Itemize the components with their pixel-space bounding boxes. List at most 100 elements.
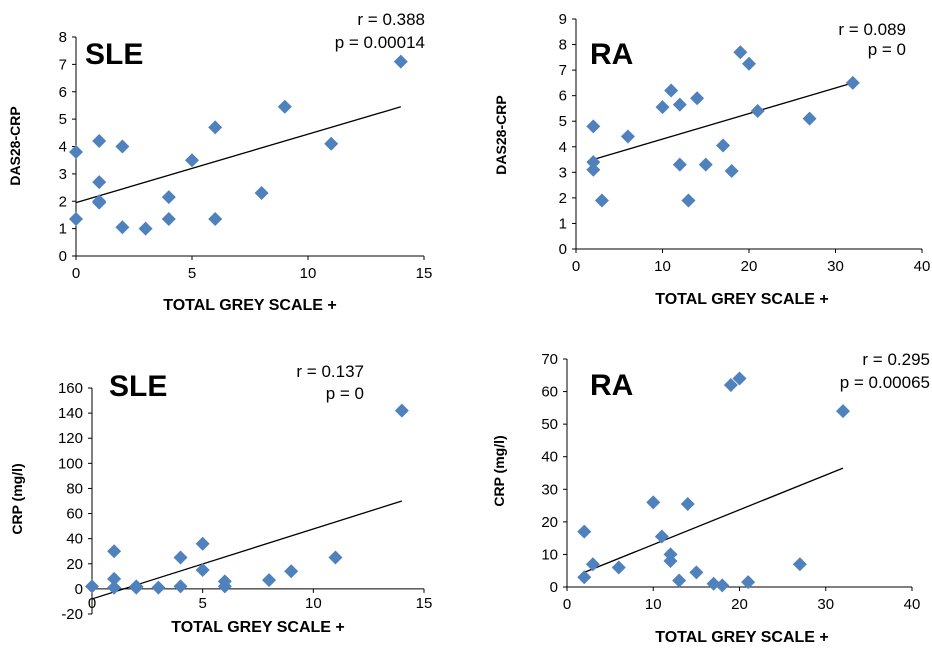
data-point — [792, 557, 807, 572]
data-point — [92, 134, 107, 149]
y-axis-label: CRP (mg/l) — [9, 463, 25, 534]
x-axis-label: TOTAL GREY SCALE + — [655, 629, 829, 646]
y-tick-label: 0 — [59, 248, 67, 265]
chart-svg: 0 1 2 3 4 5 6 7 8 9 0 10 20 30 40 TOTAL GREY SCALE + DAS… — [493, 11, 930, 308]
data-point — [115, 139, 130, 154]
data-point — [733, 45, 748, 60]
x-tick-label: 15 — [416, 595, 433, 612]
y-tick-label: 70 — [541, 351, 558, 368]
sle-crp-scatter-chart: -20 0 20 40 60 80 100 120 140 160 0 5 10 15 TOTAL GREY… — [0, 324, 466, 648]
data-point — [585, 557, 600, 572]
data-point — [217, 579, 232, 594]
data-point — [151, 580, 166, 595]
sle-das28-scatter-chart: 0 1 2 3 4 5 6 7 8 0 5 10 15 TOTAL GREY SCALE + DAS28-C… — [0, 0, 466, 324]
data-point — [689, 565, 704, 580]
data-point — [277, 99, 292, 114]
data-point — [107, 580, 122, 595]
data-point — [328, 550, 343, 565]
y-tick-label: 10 — [541, 546, 558, 563]
data-point — [680, 496, 695, 511]
y-tick-label: 60 — [541, 384, 558, 401]
data-point — [663, 553, 678, 568]
data-point — [208, 212, 223, 227]
data-point — [681, 193, 696, 208]
y-tick-label: 9 — [559, 11, 567, 28]
y-tick-label: 1 — [59, 221, 67, 238]
data-point — [672, 97, 687, 112]
x-tick-label: 5 — [188, 265, 196, 282]
y-axis-label: CRP (mg/l) — [491, 435, 507, 506]
data-point — [208, 120, 223, 135]
y-tick-label: 120 — [58, 430, 83, 447]
x-axis-label: TOTAL GREY SCALE + — [171, 619, 345, 636]
y-tick-label: 2 — [559, 190, 567, 207]
y-tick-label: 160 — [58, 380, 83, 397]
chart-svg: -20 0 20 40 60 80 100 120 140 160 0 5 10 15 TOTAL GREY… — [9, 362, 433, 636]
y-tick-label: 4 — [59, 139, 67, 156]
x-tick-label: 0 — [572, 258, 580, 275]
data-point — [254, 186, 269, 201]
chart-svg: 0 10 20 30 40 50 60 70 0 10 20 30 40 TOTAL GREY SCALE… — [491, 350, 930, 646]
y-tick-label: 80 — [66, 480, 83, 497]
data-point — [750, 104, 765, 118]
group-label: SLE — [109, 370, 167, 403]
data-point — [664, 83, 679, 98]
trend-line — [75, 106, 401, 204]
data-point — [129, 579, 144, 594]
y-tick-label: 5 — [59, 111, 67, 128]
x-tick-label: 30 — [817, 596, 834, 613]
data-point — [672, 157, 687, 172]
data-point — [620, 129, 635, 144]
data-point — [92, 175, 107, 190]
y-tick-label: 40 — [66, 531, 83, 548]
p-value-label: p = 0 — [868, 40, 906, 59]
data-point — [723, 378, 738, 393]
y-tick-label: 6 — [559, 88, 567, 105]
data-point — [611, 560, 626, 575]
y-tick-label: 3 — [59, 166, 67, 183]
data-point — [161, 212, 176, 227]
group-label: SLE — [85, 38, 143, 71]
y-tick-label: 0 — [550, 579, 558, 596]
ra-crp-scatter-chart: 0 10 20 30 40 50 60 70 0 10 20 30 40 TOTAL GREY SCALE… — [466, 324, 932, 648]
y-tick-label: 2 — [59, 193, 67, 210]
y-tick-label: 100 — [58, 455, 83, 472]
data-point — [586, 162, 601, 177]
trend-line — [593, 82, 853, 161]
data-point — [741, 575, 756, 590]
x-tick-label: 10 — [305, 595, 322, 612]
data-point — [69, 144, 83, 159]
data-point — [586, 119, 601, 134]
x-tick-label: 0 — [88, 595, 96, 612]
y-tick-label: 40 — [541, 449, 558, 466]
y-tick-label: 20 — [541, 514, 558, 531]
x-tick-label: 10 — [654, 258, 671, 275]
y-tick-label: 140 — [58, 405, 83, 422]
data-point — [742, 56, 756, 71]
data-point — [836, 404, 850, 419]
data-point — [732, 371, 747, 386]
y-tick-label: 50 — [541, 416, 558, 433]
data-point — [161, 190, 176, 205]
data-point — [672, 573, 687, 588]
data-point — [138, 221, 153, 236]
data-point — [715, 578, 730, 593]
data-point — [284, 564, 299, 579]
y-tick-label: 6 — [59, 84, 67, 101]
correlation-r-label: r = 0.295 — [862, 350, 930, 369]
trend-line — [584, 467, 844, 573]
y-tick-label: 8 — [559, 37, 567, 54]
y-tick-label: 5 — [559, 113, 567, 130]
data-point — [324, 136, 339, 151]
x-tick-label: 40 — [904, 596, 921, 613]
data-point — [173, 579, 188, 594]
trend-line — [91, 500, 403, 600]
y-tick-label: 4 — [559, 139, 567, 156]
y-tick-label: 7 — [59, 56, 67, 73]
data-point — [85, 579, 99, 594]
data-point — [195, 536, 210, 551]
data-point — [594, 193, 609, 208]
group-label: RA — [590, 369, 633, 402]
y-tick-label: 7 — [559, 62, 567, 79]
x-tick-label: 15 — [416, 265, 433, 282]
